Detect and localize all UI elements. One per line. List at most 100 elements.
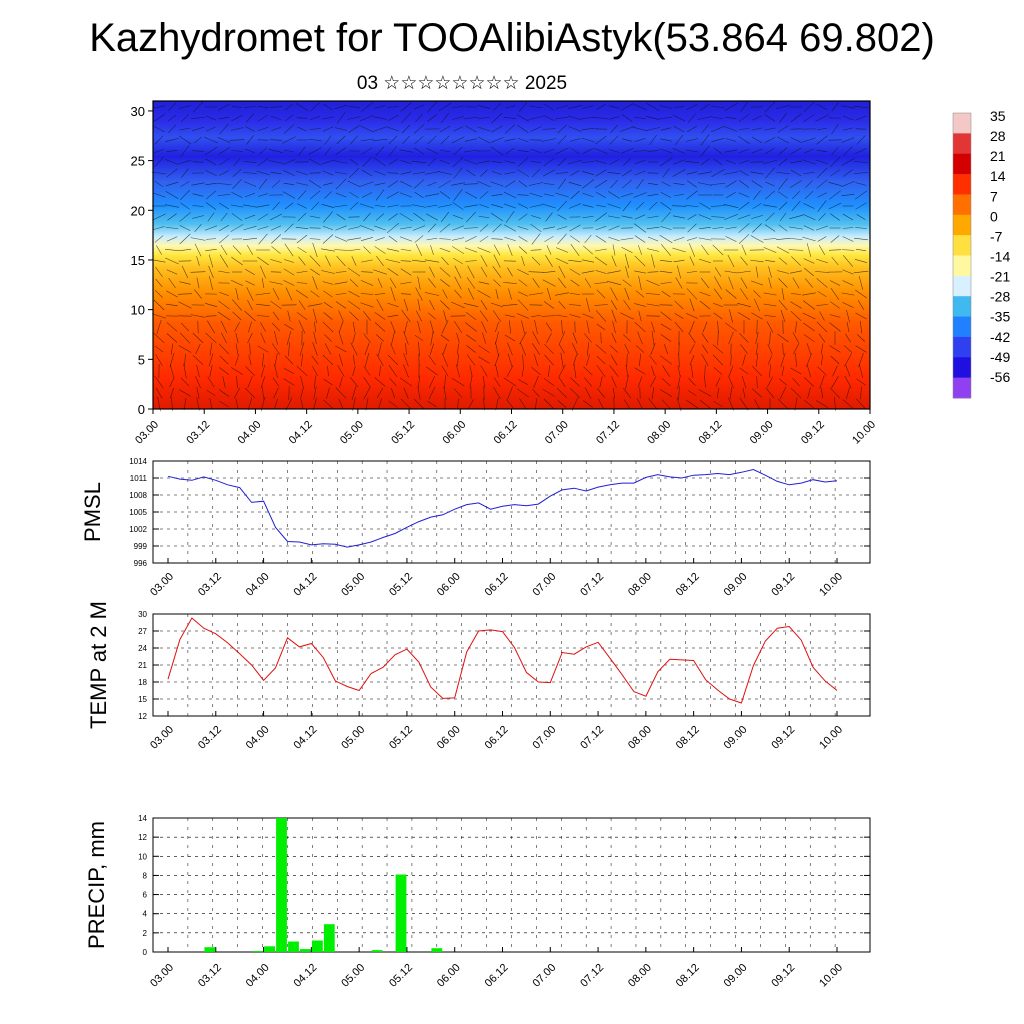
wind-vector [752, 223, 762, 233]
wind-vector [196, 386, 200, 400]
wind-vector [517, 125, 529, 133]
wind-vector [625, 266, 629, 278]
wind-vector [428, 312, 436, 320]
wind-vector [843, 146, 853, 156]
wind-vector [828, 182, 842, 186]
precip-bar [300, 949, 311, 952]
wind-vector [274, 331, 278, 345]
wind-vector [805, 180, 813, 188]
wind-vector [477, 160, 491, 164]
wind-vector [480, 255, 488, 267]
colorbar-swatch [953, 153, 971, 175]
wind-vector [438, 204, 452, 208]
wind-vector [351, 256, 357, 266]
wind-vector [763, 204, 777, 208]
wind-vector [543, 398, 555, 410]
wind-vector [374, 377, 386, 387]
wind-vector [752, 115, 762, 121]
wind-vector [154, 235, 164, 243]
wind-vector [495, 331, 499, 345]
wind-vector [387, 180, 399, 188]
wind-vector [633, 270, 647, 274]
pmsl-xtick-label: 10.00 [817, 571, 845, 599]
wind-vector [686, 171, 698, 175]
wind-vector [274, 364, 278, 378]
wind-vector [828, 202, 842, 210]
temp-xtick-label: 04.12 [292, 724, 320, 752]
wind-vector [233, 157, 241, 167]
wind-vector [348, 125, 360, 133]
wind-vector [467, 265, 475, 279]
wind-vector [528, 116, 544, 120]
wind-vector [218, 389, 230, 397]
wind-vector [816, 321, 828, 333]
wind-vector [672, 247, 686, 253]
wind-vector [660, 201, 672, 211]
wind-vector [530, 126, 542, 132]
wind-vector [807, 387, 811, 399]
wind-vector [218, 343, 230, 355]
wind-vector [755, 266, 759, 278]
wind-vector [635, 202, 645, 210]
wind-vector [543, 378, 555, 386]
wind-vector [400, 180, 412, 188]
wind-vector [218, 300, 230, 310]
wind-vector [634, 160, 646, 164]
wind-vector [221, 332, 227, 344]
wind-vector [689, 354, 695, 366]
wind-vector [621, 215, 633, 219]
wind-vector [360, 293, 374, 295]
wind-vector [750, 259, 764, 263]
wind-vector [335, 192, 347, 198]
wind-vector [194, 224, 202, 232]
wind-vector [465, 311, 477, 321]
wind-vector [208, 353, 214, 367]
wind-vector [297, 246, 307, 254]
wind-vector [855, 312, 867, 320]
wind-vector [388, 400, 398, 408]
wind-vector [183, 363, 187, 379]
wind-vector [780, 352, 786, 368]
wind-vector [208, 254, 214, 268]
wind-vector [723, 171, 739, 175]
wind-vector [856, 214, 866, 220]
wind-vector [153, 299, 165, 311]
wind-vector [307, 303, 323, 307]
wind-vector [831, 102, 839, 112]
wind-vector [439, 125, 451, 133]
wind-vector [166, 269, 178, 275]
wind-vector [321, 159, 335, 165]
wind-vector [610, 124, 618, 134]
wind-vector [235, 398, 239, 410]
wind-vector [778, 178, 788, 190]
wind-vector [622, 158, 632, 166]
wind-vector [776, 246, 790, 254]
wind-vector [481, 321, 487, 333]
wind-vector [624, 287, 630, 301]
wind-vector [230, 150, 244, 152]
wind-vector [610, 300, 618, 310]
wind-vector [542, 389, 556, 397]
wind-vector [607, 171, 621, 175]
wind-vector [428, 278, 436, 288]
wind-vector [816, 278, 828, 288]
wind-vector [374, 225, 386, 231]
wind-vector [468, 399, 474, 409]
wind-vector [314, 375, 316, 389]
wind-vector [465, 125, 477, 133]
wind-vector [854, 237, 868, 241]
wind-vector [232, 311, 242, 321]
wind-vector [425, 147, 439, 155]
wind-vector [414, 334, 424, 342]
wind-vector [495, 341, 499, 357]
wind-vector [820, 387, 824, 399]
hm-xtick-label: 09.00 [748, 419, 776, 447]
wind-vector [220, 212, 228, 222]
wind-vector [388, 213, 398, 221]
wind-vector [493, 254, 501, 268]
wind-vector [569, 304, 581, 306]
wind-vector [711, 137, 725, 143]
wind-vector [203, 136, 219, 144]
